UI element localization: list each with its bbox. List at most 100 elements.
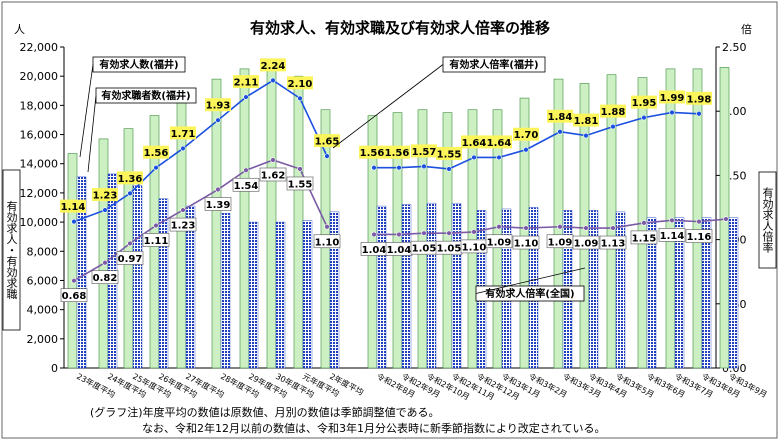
fukui-ratio-callout-text: 有効求人倍率(福井) <box>449 58 538 71</box>
seekers-bar <box>132 185 143 369</box>
left-tick-label: 18,000 <box>20 99 59 112</box>
fukui-data-label: 1.36 <box>118 174 143 185</box>
left-tick-label: 14,000 <box>20 158 59 171</box>
national-data-label: 1.04 <box>362 245 387 256</box>
national-data-label: 0.97 <box>118 254 143 265</box>
fukui-ratio-point <box>371 164 377 171</box>
national-ratio-point <box>153 222 159 229</box>
seekers-bar <box>588 210 599 369</box>
fukui-ratio-point <box>270 77 276 84</box>
fukui-ratio-point <box>127 190 133 197</box>
national-data-label: 1.23 <box>171 221 196 232</box>
fukui-ratio-point <box>102 207 108 213</box>
seekers-bar <box>701 217 712 369</box>
fukui-label-bg <box>287 76 313 90</box>
left-tick-label: 22,000 <box>20 41 59 54</box>
jobs-bar <box>606 74 617 369</box>
jobs-bar <box>98 138 109 369</box>
fukui-label-bg <box>205 98 231 112</box>
national-data-label: 0.82 <box>93 273 118 284</box>
national-label-bg <box>286 176 314 191</box>
fukui-data-label: 1.70 <box>514 130 539 141</box>
seekers-bar <box>302 220 313 369</box>
fukui-data-label: 1.23 <box>93 191 118 202</box>
national-label-bg <box>60 288 88 302</box>
fukui-data-label: 2.11 <box>234 78 259 89</box>
jobs-bar <box>211 78 222 369</box>
fukui-data-label: 1.57 <box>412 147 437 158</box>
fukui-data-label: 1.55 <box>437 149 462 160</box>
fukui-label-bg <box>659 90 685 104</box>
fukui-label-bg <box>486 135 512 149</box>
fukui-ratio-point <box>297 95 303 102</box>
national-label-bg <box>142 233 170 247</box>
fukui-ratio-point <box>153 164 159 171</box>
national-ratio-point <box>496 224 502 230</box>
national-ratio-point <box>696 218 702 225</box>
fukui-label-bg <box>631 95 657 109</box>
national-ratio-point <box>297 166 303 172</box>
left-unit-label: 人 <box>14 23 25 36</box>
fukui-ratio-point <box>583 132 589 139</box>
chart-title: 有効求人、有効求職及び有効求人倍率の推移 <box>250 19 550 37</box>
fukui-data-label: 1.56 <box>385 148 410 159</box>
seekers-bar <box>158 198 169 369</box>
national-data-label: 1.55 <box>288 179 313 190</box>
national-data-label: 1.09 <box>548 237 573 248</box>
fukui-data-label: 1.65 <box>315 137 340 148</box>
fukui-ratio-point <box>496 154 502 161</box>
national-label-bg <box>485 234 513 249</box>
national-label-bg <box>630 230 658 245</box>
seekers-callout-leader <box>87 95 97 173</box>
fukui-ratio-point <box>523 147 529 153</box>
left-tick-label: 10,000 <box>20 216 59 229</box>
national-label-bg <box>512 235 540 250</box>
national-data-label: 1.13 <box>601 239 626 250</box>
note-line-1: (グラフ注)年度平均の数値は原数値、月別の数値は季節調整値である。 <box>90 405 439 419</box>
seekers-bar <box>376 205 387 369</box>
national-data-label: 1.09 <box>574 239 599 250</box>
national-data-label: 1.10 <box>514 239 539 250</box>
national-label-bg <box>572 235 600 250</box>
national-ratio-point <box>243 167 249 173</box>
national-data-label: 1.10 <box>315 237 340 248</box>
national-label-bg <box>259 167 287 182</box>
jobs-bar <box>266 65 277 369</box>
national-data-label: 1.39 <box>206 200 231 211</box>
national-data-label: 1.10 <box>462 242 487 253</box>
left-tick-label: 4,000 <box>27 304 59 317</box>
fukui-label-bg <box>686 91 712 105</box>
national-data-label: 1.11 <box>144 236 169 247</box>
fukui-ratio-point <box>215 117 221 123</box>
national-ratio-point <box>71 277 77 284</box>
right-axis-title-box <box>758 171 777 269</box>
national-ratio-callout-leader <box>475 267 586 294</box>
national-label-bg <box>91 270 119 285</box>
national-ratio-point <box>583 225 589 231</box>
national-ratio-point <box>371 231 377 238</box>
fukui-data-label: 1.93 <box>206 101 231 112</box>
fukui-data-label: 1.14 <box>61 202 86 213</box>
national-label-bg <box>232 177 260 192</box>
seekers-bar <box>76 176 87 369</box>
national-ratio-point <box>557 224 563 230</box>
national-ratio-callout-text: 有効求人倍率(全国) <box>485 287 574 300</box>
fukui-data-label: 1.56 <box>144 148 169 159</box>
fukui-ratio-point <box>396 164 402 171</box>
fukui-ratio-point <box>610 123 616 130</box>
national-ratio-point <box>446 230 452 236</box>
right-axis-title: 有効求人倍率 <box>761 186 774 254</box>
national-label-bg <box>169 217 197 232</box>
right-unit-label: 倍 <box>741 22 752 36</box>
national-label-bg <box>313 234 341 249</box>
fukui-label-bg <box>547 109 573 123</box>
national-ratio-point <box>641 220 647 226</box>
national-ratio-point <box>180 207 186 213</box>
fukui-data-label: 1.95 <box>632 98 657 109</box>
fukui-label-bg <box>436 146 462 160</box>
fukui-label-bg <box>92 188 118 202</box>
national-data-label: 0.68 <box>62 291 87 302</box>
fukui-label-bg <box>384 145 410 159</box>
seekers-bar <box>674 217 685 369</box>
